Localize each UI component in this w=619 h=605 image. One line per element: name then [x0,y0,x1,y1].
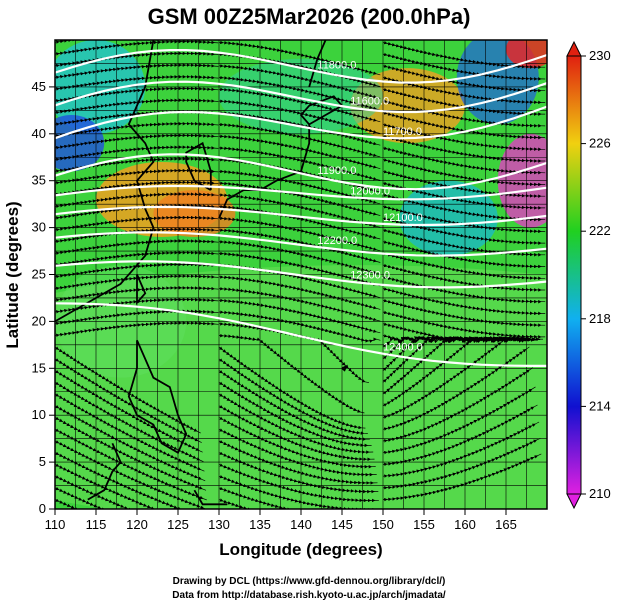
x-tick-label: 135 [249,517,271,532]
contour-label: 11900.0 [317,165,356,177]
credit-drawing: Drawing by DCL (https://www.gfd-dennou.o… [173,576,446,587]
colorbar-tick-label: 218 [589,311,611,326]
colorbar-gradient [566,55,582,495]
y-tick-label: 10 [32,407,46,422]
streamline [218,40,381,76]
x-tick-label: 120 [126,517,148,532]
x-tick-label: 110 [45,517,66,532]
height-contour [55,205,547,227]
plot-area: 11800.0 11600.0 11700.0 11900.0 12000.0 12100… [55,40,547,509]
y-tick-label: 30 [32,220,46,235]
height-contours: 11800.0 11600.0 11700.0 11900.0 12000.0 12100… [55,49,547,367]
height-contour [55,105,547,140]
height-contour [55,260,547,289]
y-tick-label: 20 [32,313,46,328]
height-contour [55,231,547,257]
wind-streamlines [55,40,546,509]
contour-label: 12400.0 [383,342,423,354]
x-tick-label: 140 [290,517,312,532]
temperature-blob [153,190,236,237]
chart-title: GSM 00Z25Mar2026 (200.0hPa) [148,4,471,29]
y-tick-label: 0 [39,501,46,516]
x-tick-label: 125 [167,517,189,532]
x-tick-label: 165 [495,517,517,532]
height-contour [55,184,547,201]
x-tick-label: 130 [208,517,230,532]
streamline [382,40,546,69]
temperature-blob [506,40,547,69]
y-tick-label: 45 [32,79,46,94]
y-tick-label: 15 [32,360,46,375]
y-axis-label: Latitude (degrees) [3,201,22,348]
x-tick-label: 160 [454,517,476,532]
contour-label: 11600.0 [350,96,389,108]
x-axis-label: Longitude (degrees) [219,540,382,559]
colorbar-tick-label: 214 [589,398,611,413]
contour-label: 11800.0 [317,59,356,71]
streamline [55,346,201,434]
colorbar-bottom-arrow [566,493,582,510]
colorbar-tick-label: 226 [589,136,611,151]
colorbar-top-arrow [566,40,582,57]
x-tick-label: 115 [86,517,107,532]
contour-label: 12300.0 [350,270,390,282]
contour-label: 12100.0 [383,212,423,224]
colorbar-ticks: 210 214 218 222 226 230 [581,48,611,501]
height-contour [55,153,547,191]
colorbar-tick-label: 230 [589,48,611,63]
temperature-blob [55,115,105,172]
y-tick-label: 25 [32,267,46,282]
y-tick-label: 5 [39,454,46,469]
x-tick-label: 145 [331,517,353,532]
height-contour [55,302,547,367]
y-tick-label: 40 [32,126,46,141]
x-tick-label: 150 [372,517,394,532]
x-axis: 110 115 120 125 130 135 140 145 150 155 160 165 [45,509,517,532]
contour-label: 11700.0 [383,126,422,138]
height-contour [55,49,547,84]
y-tick-label: 35 [32,173,46,188]
x-tick-label: 155 [413,517,435,532]
contour-label: 12200.0 [317,235,357,247]
colorbar: 210 214 218 222 226 230 [566,40,611,510]
colorbar-tick-label: 222 [589,223,611,238]
colorbar-tick-label: 210 [589,486,611,501]
y-axis: 0 5 10 15 20 25 30 35 40 45 [32,79,55,516]
contour-label: 12000.0 [350,185,390,197]
height-contour [55,80,547,114]
credit-data: Data from http://database.rish.kyoto-u.a… [172,590,446,601]
